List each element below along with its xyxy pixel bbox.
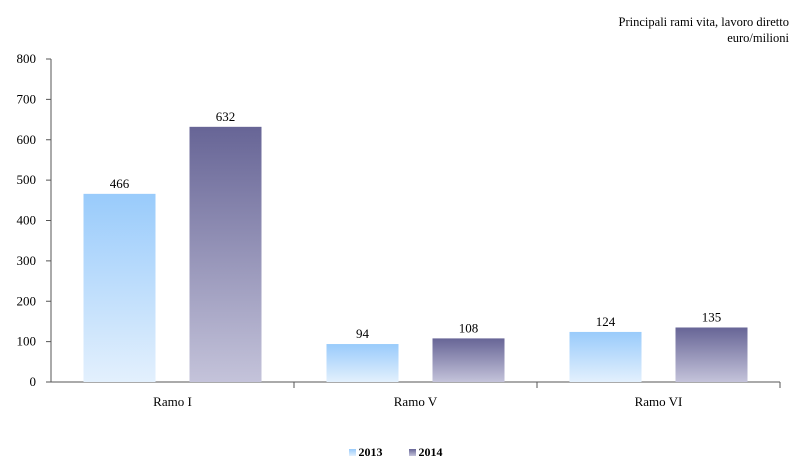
chart-titles: Principali rami vita, lavoro diretto eur… [619, 14, 789, 46]
bar-2014-ramo-i [189, 126, 262, 382]
legend-label-2013: 2013 [358, 445, 383, 459]
chart-subtitle: euro/milioni [727, 31, 789, 45]
y-tick-label: 700 [17, 91, 37, 106]
y-tick-label: 800 [17, 51, 37, 66]
y-tick-label: 300 [17, 253, 37, 268]
y-tick-label: 100 [17, 334, 37, 349]
legend-swatch-2014 [408, 449, 416, 456]
bar-2014-ramo-vi [675, 327, 748, 382]
chart-legend: 2013 2014 [0, 445, 791, 460]
bar-chart: 0 100 200 300 400 500 600 700 800 466 632 Ramo I 94 1… [17, 51, 781, 409]
data-label: 632 [216, 109, 236, 124]
bar-2013-ramo-v [326, 344, 399, 382]
bar-2013-ramo-i [83, 193, 156, 382]
legend-swatch-2013 [348, 449, 356, 456]
y-tick-label: 500 [17, 172, 37, 187]
chart-title: Principali rami vita, lavoro diretto [618, 15, 789, 29]
y-tick-label: 200 [17, 293, 37, 308]
legend-item-2013: 2013 [348, 445, 383, 460]
bar-2013-ramo-vi [569, 331, 642, 382]
data-label: 108 [459, 320, 479, 335]
bar-2014-ramo-v [432, 338, 505, 382]
data-label: 94 [356, 326, 370, 341]
data-label: 135 [702, 309, 722, 324]
legend-item-2014: 2014 [408, 445, 443, 460]
legend-label-2014: 2014 [418, 445, 443, 459]
data-label: 124 [596, 314, 616, 329]
y-tick-label: 400 [17, 213, 37, 228]
y-tick-label: 600 [17, 132, 37, 147]
x-category-label: Ramo VI [635, 394, 683, 409]
data-label: 466 [110, 176, 130, 191]
x-category-label: Ramo I [153, 394, 192, 409]
y-tick-label: 0 [30, 374, 37, 389]
x-category-label: Ramo V [394, 394, 438, 409]
